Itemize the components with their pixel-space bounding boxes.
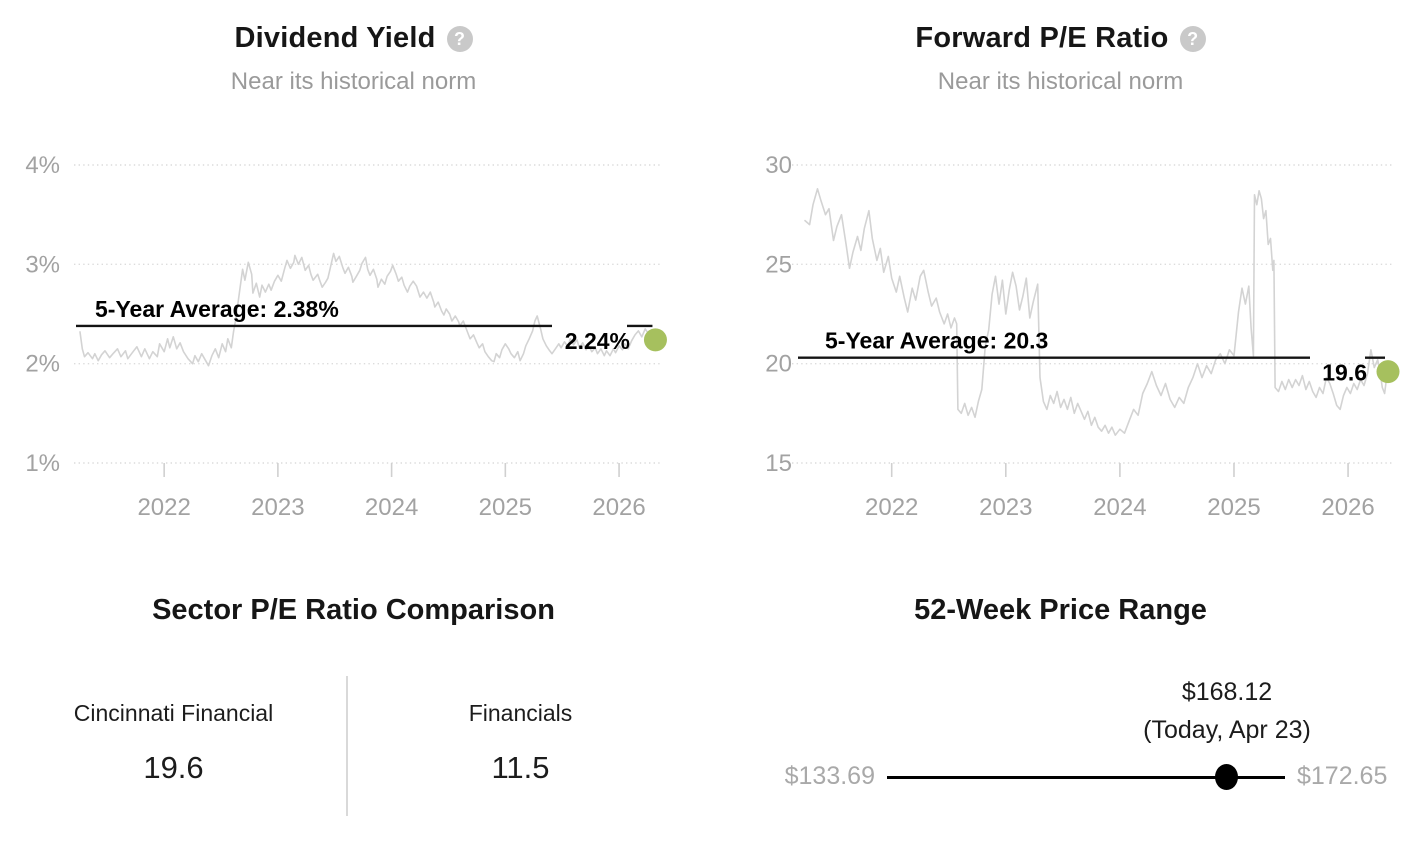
forward-pe-section: Forward P/E Ratio ? Near its historical … [707, 0, 1414, 521]
x-axis-label: 2025 [479, 494, 532, 521]
forward-pe-subtitle: Near its historical norm [937, 68, 1184, 95]
y-axis-label: 25 [765, 251, 792, 278]
dividend-yield-subtitle: Near its historical norm [230, 68, 477, 95]
forward-pe-chart: 30 25 20 15 2022 2023 2024 2025 2026 5-Year Avera… [765, 152, 1400, 521]
dividend-yield-header: Dividend Yield ? [0, 0, 707, 55]
y-axis-label: 4% [25, 152, 60, 179]
sector-pe-value: 11.5 [491, 750, 550, 785]
current-value-annotation: 2.24% [565, 328, 630, 354]
y-axis-label: 3% [25, 251, 60, 278]
sector-label: Financials [468, 700, 573, 726]
series-line [79, 252, 657, 367]
dividend-yield-chart: 4% 3% 2% 1% 2022 2023 2024 2025 2026 5-Year Avera… [25, 152, 667, 521]
sector-comparison-title: Sector P/E Ratio Comparison [152, 594, 555, 626]
y-axis-label: 1% [25, 450, 60, 477]
question-mark-icon[interactable]: ? [446, 25, 473, 52]
dividend-yield-title: Dividend Yield [234, 22, 436, 54]
x-axis-label: 2026 [1321, 494, 1374, 521]
y-axis-label: 30 [765, 152, 792, 179]
forward-pe-header: Forward P/E Ratio ? [707, 0, 1414, 55]
x-axis-label: 2026 [592, 494, 645, 521]
x-axis-label: 2022 [865, 494, 918, 521]
x-axis-label: 2024 [365, 494, 418, 521]
series-line [804, 188, 1389, 437]
range-low-label: $133.69 [784, 762, 875, 790]
current-value-dot-icon [643, 328, 667, 352]
y-axis-label: 20 [765, 351, 792, 378]
average-annotation: 5-Year Average: 2.38% [95, 296, 339, 322]
price-range-track [887, 776, 1285, 779]
current-price-dot-icon [1215, 764, 1239, 790]
current-value-annotation: 19.6 [1322, 360, 1367, 386]
company-label: Cincinnati Financial [73, 700, 274, 726]
price-range-title: 52-Week Price Range [914, 594, 1207, 626]
current-price-label: $168.12 [1181, 678, 1273, 706]
column-divider [346, 676, 348, 816]
current-price-date: (Today, Apr 23) [1143, 716, 1311, 744]
forward-pe-title: Forward P/E Ratio [915, 22, 1169, 54]
company-pe-value: 19.6 [143, 750, 204, 785]
question-mark-icon[interactable]: ? [1179, 25, 1206, 52]
x-axis-label: 2025 [1207, 494, 1260, 521]
average-annotation: 5-Year Average: 20.3 [825, 328, 1048, 354]
dividend-yield-section: Dividend Yield ? Near its historical nor… [0, 0, 707, 521]
x-axis-label: 2022 [137, 494, 190, 521]
x-axis-label: 2023 [979, 494, 1032, 521]
range-high-label: $172.65 [1297, 762, 1388, 790]
current-value-dot-icon [1376, 360, 1400, 384]
x-axis-label: 2023 [251, 494, 304, 521]
y-axis-label: 2% [25, 351, 60, 378]
y-axis-label: 15 [765, 450, 792, 477]
x-axis-label: 2024 [1093, 494, 1146, 521]
